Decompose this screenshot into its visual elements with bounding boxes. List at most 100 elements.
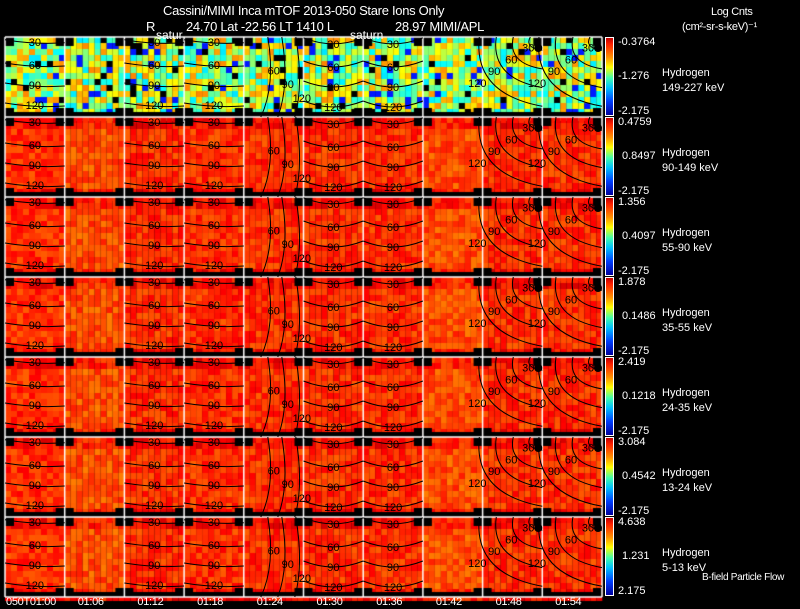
contour-label: 120 — [145, 580, 163, 592]
units-label-2: (cm²-sr-s-keV)⁻¹ — [682, 21, 757, 33]
contour-line — [4, 582, 65, 588]
contour-label: 90 — [282, 79, 294, 91]
contour-line — [4, 119, 65, 124]
contour-line — [478, 436, 543, 507]
contour-label: 90 — [488, 546, 500, 558]
contour-label: 60 — [268, 146, 280, 158]
contour-line — [124, 162, 185, 168]
contour-label: 90 — [387, 322, 399, 334]
contour-line — [478, 36, 543, 107]
contour-line — [184, 462, 244, 468]
contour-label: 30 — [522, 522, 534, 534]
contour-line — [554, 116, 603, 169]
saturn-marker-icon — [594, 364, 602, 372]
contour-line — [303, 37, 364, 45]
contour-line — [124, 262, 185, 268]
contour-line — [478, 116, 543, 187]
contour-line — [363, 220, 424, 228]
contour-label: 120 — [468, 158, 486, 170]
saturn-marker-icon — [594, 124, 602, 132]
subtitle-lshell: 28.97 MIMI/APL — [395, 19, 485, 34]
contour-label: 30 — [208, 37, 220, 49]
contour-label: 90 — [327, 162, 339, 174]
colorbar — [605, 517, 614, 596]
contour-label: 90 — [387, 82, 399, 94]
contour-label: 90 — [548, 306, 560, 318]
colorbar-min: -2.175 — [618, 265, 650, 277]
contour-label: 90 — [148, 400, 160, 412]
contour-line — [124, 102, 185, 108]
contour-line — [184, 519, 244, 524]
contour-label: 120 — [324, 582, 342, 594]
contour-label: 120 — [528, 238, 546, 250]
contour-line — [184, 39, 244, 44]
contour-line — [538, 436, 603, 507]
contour-line — [184, 322, 244, 328]
contour-label: 30 — [522, 122, 534, 134]
contour-label: 60 — [208, 140, 220, 152]
contour-line — [511, 276, 543, 310]
contour-line — [511, 436, 543, 470]
contour-line — [303, 320, 364, 328]
contour-label: 60 — [387, 462, 399, 474]
contour-label: 30 — [387, 519, 399, 531]
species-label: Hydrogen — [662, 67, 710, 79]
row-label: Hydrogen 55-90 keV — [662, 226, 712, 256]
contour-label: 120 — [324, 182, 342, 194]
contour-label: 90 — [148, 240, 160, 252]
contour-line — [478, 196, 543, 267]
contour-label: 120 — [384, 102, 402, 114]
contour-label: 90 — [29, 560, 41, 572]
contour-line — [495, 276, 543, 329]
time-tick-label: 01:48 — [495, 596, 522, 608]
contour-label: 60 — [387, 142, 399, 154]
contour-line — [303, 560, 364, 568]
contour-label: 120 — [205, 500, 223, 512]
contour-line — [4, 342, 65, 348]
contour-label: 60 — [29, 380, 41, 392]
colorbar — [605, 437, 614, 516]
contour-label: 30 — [148, 117, 160, 129]
contour-line — [363, 517, 424, 525]
contour-line — [277, 356, 286, 438]
contour-line — [124, 359, 185, 364]
contour-label: 60 — [327, 382, 339, 394]
contour-label: 60 — [505, 54, 517, 66]
energy-label: 90-149 keV — [662, 162, 719, 174]
contour-label: 120 — [205, 420, 223, 432]
contour-line — [303, 380, 364, 388]
contour-line — [303, 277, 364, 285]
contour-line — [294, 196, 301, 278]
contour-line — [124, 279, 185, 284]
contour-label: 90 — [282, 159, 294, 171]
contour-line — [571, 116, 603, 150]
contour-label: 120 — [468, 398, 486, 410]
contour-label: 30 — [148, 437, 160, 449]
contour-label: 90 — [208, 560, 220, 572]
contour-label: 90 — [488, 146, 500, 158]
contour-line — [554, 196, 603, 249]
contour-line — [124, 462, 185, 468]
contour-line — [260, 36, 272, 118]
contour-label: 60 — [327, 142, 339, 154]
contour-label: 90 — [488, 386, 500, 398]
contour-label: 90 — [488, 66, 500, 78]
contour-label: 120 — [145, 100, 163, 112]
row-label: Hydrogen 24-35 keV — [662, 386, 712, 416]
contour-label: 30 — [522, 442, 534, 454]
contour-line — [303, 400, 364, 408]
contour-label: 30 — [327, 439, 339, 451]
contour-line — [303, 160, 364, 168]
contour-line — [303, 540, 364, 548]
contour-label: 30 — [387, 119, 399, 131]
colorbar-mid: 0.4542 — [622, 470, 656, 482]
contour-label: 60 — [208, 460, 220, 472]
contour-label: 30 — [582, 282, 594, 294]
contour-line — [260, 356, 272, 438]
contour-label: 90 — [148, 320, 160, 332]
contour-line — [184, 162, 244, 168]
contour-line — [4, 222, 65, 228]
saturn-marker-icon — [594, 44, 602, 52]
contour-line — [363, 437, 424, 445]
